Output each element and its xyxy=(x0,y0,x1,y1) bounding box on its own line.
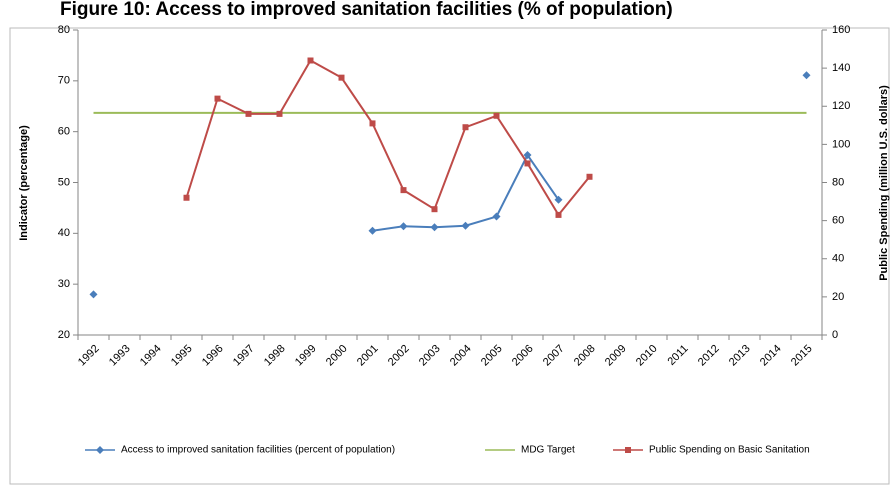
y2-tick-label: 60 xyxy=(832,215,844,227)
point xyxy=(400,187,407,194)
y-tick-label: 60 xyxy=(58,126,70,138)
y2-tick-label: 120 xyxy=(832,100,850,112)
y-axis-title: Indicator (percentage) xyxy=(18,125,30,241)
x-tick-label: 2008 xyxy=(572,343,598,369)
point xyxy=(245,110,252,117)
point xyxy=(214,95,221,102)
chart-title: Figure 10: Access to improved sanitation… xyxy=(60,0,673,20)
point xyxy=(368,226,377,235)
x-tick-label: 1996 xyxy=(200,343,226,369)
x-tick-label: 1995 xyxy=(169,343,195,369)
legend-marker xyxy=(625,447,631,453)
point xyxy=(89,290,98,299)
x-tick-label: 2007 xyxy=(541,343,567,369)
x-tick-label: 2002 xyxy=(386,343,412,369)
point xyxy=(183,194,190,201)
x-tick-label: 2009 xyxy=(603,343,629,369)
x-tick-label: 2000 xyxy=(324,343,350,369)
y-tick-label: 50 xyxy=(58,176,70,188)
point xyxy=(430,223,439,232)
x-tick-label: 1998 xyxy=(262,343,288,369)
x-tick-label: 2014 xyxy=(758,343,784,369)
point xyxy=(555,211,562,218)
point xyxy=(276,110,283,117)
legend-label: Access to improved sanitation facilities… xyxy=(121,445,395,456)
x-tick-label: 1993 xyxy=(107,343,133,369)
point xyxy=(338,74,345,81)
y-tick-label: 80 xyxy=(58,24,70,36)
y2-tick-label: 140 xyxy=(832,62,850,74)
x-tick-label: 2015 xyxy=(789,343,815,369)
x-tick-label: 2003 xyxy=(417,343,443,369)
point xyxy=(523,151,532,160)
point xyxy=(431,206,438,213)
point xyxy=(492,212,501,221)
x-tick-label: 1997 xyxy=(231,343,257,369)
point xyxy=(586,173,593,180)
y2-tick-label: 80 xyxy=(832,176,844,188)
y2-axis-title: Public Spending (million U.S. dollars) xyxy=(878,85,890,281)
point xyxy=(369,120,376,127)
y-tick-label: 40 xyxy=(58,227,70,239)
y2-tick-label: 0 xyxy=(832,329,838,341)
x-tick-label: 2001 xyxy=(355,343,381,369)
point xyxy=(307,57,314,64)
x-tick-label: 2010 xyxy=(634,343,660,369)
x-tick-label: 2012 xyxy=(696,343,722,369)
point xyxy=(554,195,563,204)
y2-tick-label: 160 xyxy=(832,24,850,36)
y-tick-label: 30 xyxy=(58,278,70,290)
y-tick-label: 20 xyxy=(58,329,70,341)
x-tick-label: 1999 xyxy=(293,343,319,369)
y2-tick-label: 20 xyxy=(832,291,844,303)
series-line xyxy=(185,59,591,217)
point xyxy=(462,124,469,131)
point xyxy=(399,222,408,231)
point xyxy=(524,160,531,167)
legend-marker xyxy=(96,446,104,454)
x-tick-label: 2005 xyxy=(479,343,505,369)
legend-label: MDG Target xyxy=(521,445,575,456)
series-line xyxy=(373,75,807,231)
x-tick-label: 2004 xyxy=(448,343,474,369)
y2-tick-label: 40 xyxy=(832,253,844,265)
x-tick-label: 2013 xyxy=(727,343,753,369)
x-tick-label: 2011 xyxy=(665,343,690,368)
point xyxy=(493,112,500,119)
x-tick-label: 1992 xyxy=(76,343,102,369)
y-tick-label: 70 xyxy=(58,75,70,87)
point xyxy=(461,221,470,230)
x-tick-label: 1994 xyxy=(138,343,164,369)
y2-tick-label: 100 xyxy=(832,138,850,150)
chart-frame xyxy=(9,27,890,485)
x-tick-label: 2006 xyxy=(510,343,536,369)
legend-label: Public Spending on Basic Sanitation xyxy=(649,445,810,456)
point xyxy=(802,71,811,80)
